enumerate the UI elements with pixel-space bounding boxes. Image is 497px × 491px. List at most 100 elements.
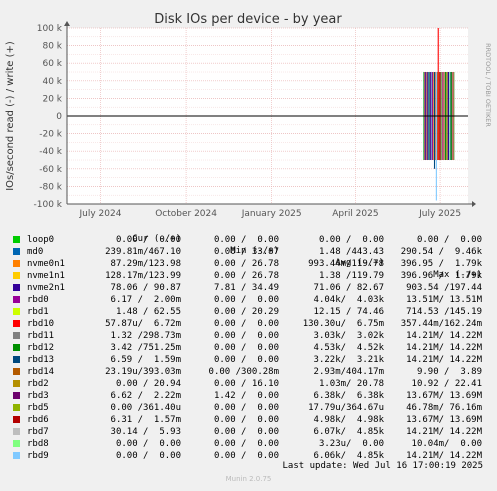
legend-name: rbd8 [27,439,49,449]
legend-avg: 3.03k/ 3.02k [313,331,384,341]
legend-swatch [13,236,20,243]
rrdtool-watermark: RRDTOOL / TOBI OETIKER [484,43,492,127]
y-tick-labels: 100 k 80 k 60 k 40 k 20 k 0 -20 k -40 k -60 k -80… [34,24,63,210]
legend-max: 396.96 / 1.79k [400,271,482,281]
legend-cur: 0.00 / 0.00 [115,235,181,245]
legend-cur: 6.62 / 2.22m [110,391,181,401]
legend-min: 1.42 / 0.00 [213,391,279,401]
legend-max: 14.21M/ 14.22M [406,343,482,353]
legend-swatch [13,260,20,267]
legend-cur: 128.17m/123.99 [105,271,181,281]
legend-max: 9.90 / 3.89 [416,367,482,377]
legend-cur: 57.87u/ 6.72m [105,319,181,329]
legend-min: 0.00 /300.28m [208,367,279,377]
legend-max: 10.92 / 22.41 [411,379,482,389]
x-tick-label: April 2025 [332,209,378,219]
legend-min: 0.00 / 0.00 [213,331,279,341]
legend-swatch [13,368,20,375]
legend-avg: 1.03m/ 20.78 [318,379,384,389]
legend-min: 0.00 / 0.00 [213,415,279,425]
x-tick-label: July 2025 [418,209,461,219]
legend-avg: 2.93m/404.17m [313,367,384,377]
y-tick-label: 0 [56,112,62,122]
legend-name: nvme2n1 [27,283,65,293]
legend-cur: 23.19u/393.03m [105,367,181,377]
y-tick-label: -40 k [39,147,63,157]
x-tick-label: October 2024 [155,209,217,219]
legend-min: 0.00 / 0.00 [213,451,279,461]
legend-swatch [13,452,20,459]
legend-swatch [13,428,20,435]
legend-swatch [13,284,20,291]
legend-name: md0 [27,247,44,257]
legend-cur: 239.81m/467.10 [105,247,181,257]
legend-avg: 4.98k/ 4.98k [313,415,384,425]
legend-name: rbd0 [27,295,49,305]
legend-swatch [13,380,20,387]
legend-name: rbd3 [27,391,49,401]
header-min: Min (-/+) [230,246,279,256]
legend-name: rbd5 [27,403,49,413]
legend-avg: 12.15 / 74.46 [313,307,384,317]
header-avg: Avg (-/+) [335,258,384,268]
legend-min: 0.00 / 16.10 [213,379,279,389]
chart-title: Disk IOs per device - by year [154,12,342,27]
legend-cur: 3.42 /751.25m [110,343,181,353]
legend-cur: 0.00 /361.40u [110,403,181,413]
legend-avg: 6.38k/ 6.38k [313,391,384,401]
legend-min: 0.00 / 0.00 [213,295,279,305]
legend-max: 0.00 / 0.00 [416,235,482,245]
legend-max: 14.21M/ 14.22M [406,331,482,341]
y-tick-label: 20 k [42,94,62,104]
legend-min: 7.81 / 34.49 [213,283,279,293]
legend-max: 13.67M/ 13.69M [406,391,482,401]
legend-avg: 4.53k/ 4.52k [313,343,384,353]
legend-min: 0.00 / 0.00 [213,355,279,365]
legend-cur: 6.59 / 1.59m [110,355,181,365]
legend-min: 0.00 / 26.78 [213,259,279,269]
legend-name: rbd2 [27,379,49,389]
legend-swatch [13,404,20,411]
legend-name: loop0 [27,235,55,245]
legend-cur: 6.31 / 1.57m [110,415,181,425]
legend-avg: 71.06 / 82.67 [313,283,384,293]
legend-max: 290.54 / 9.46k [400,247,482,257]
legend-swatch [13,344,20,351]
legend-min: 0.00 / 33.87 [213,247,279,257]
legend-max: 714.53 /145.19 [406,307,482,317]
y-tick-label: 100 k [37,24,63,34]
x-tick-labels: July 2024 October 2024 January 2025 April 2… [79,209,462,219]
legend-name: rbd7 [27,427,49,437]
legend-swatch [13,308,20,315]
header-cur: Cur (-/+) [132,234,181,244]
last-update: Last update: Wed Jul 16 17:00:19 2025 [282,461,483,471]
legend-avg: 17.79u/364.67u [308,403,384,413]
legend-avg: 6.07k/ 4.85k [313,427,384,437]
legend-swatch [13,440,20,447]
legend-swatch [13,248,20,255]
legend-avg: 1.48 /443.43 [318,247,384,257]
legend-max: 14.21M/ 14.22M [406,355,482,365]
legend-swatch [13,296,20,303]
header-max: Max (-/+) [433,270,482,280]
legend-avg: 0.00 / 0.00 [318,235,384,245]
legend-name: nvme1n1 [27,271,65,281]
legend-cur: 0.00 / 0.00 [115,439,181,449]
legend-max: 13.67M/ 13.69M [406,415,482,425]
legend-avg: 3.22k/ 3.21k [313,355,384,365]
legend-avg: 130.30u/ 6.75m [302,319,384,329]
legend-cur: 78.06 / 90.87 [110,283,181,293]
legend-swatch [13,416,20,423]
legend-max: 357.44m/162.24m [400,319,482,329]
legend-min: 0.00 / 0.00 [213,319,279,329]
legend-swatch [13,320,20,327]
legend-name: rbd11 [27,331,55,341]
legend-avg: 3.23u/ 0.00 [318,439,384,449]
legend-cur: 87.29m/123.98 [110,259,181,269]
legend-name: rbd12 [27,343,55,353]
y-tick-label: 40 k [42,77,62,87]
y-tick-label: -80 k [39,182,63,192]
legend-min: 0.00 / 0.00 [213,403,279,413]
legend-cur: 1.48 / 62.55 [115,307,181,317]
legend-avg: 993.44m/119.78 [308,259,384,269]
